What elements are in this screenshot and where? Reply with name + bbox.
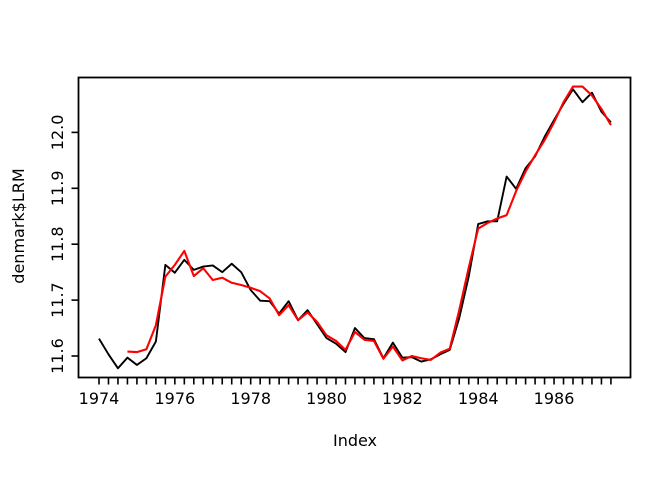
series-line-fitted-LRM xyxy=(127,85,612,362)
y-axis-ticks xyxy=(71,131,79,357)
y-axis-title: denmark$LRM xyxy=(9,168,28,283)
y-tick-label: 11.9 xyxy=(48,170,67,206)
y-tick-label: 11.8 xyxy=(48,226,67,262)
x-tick-label: 1974 xyxy=(79,389,120,408)
x-axis-ticks xyxy=(98,377,612,385)
x-axis-tick-labels: 1974 1976 1978 1980 1982 1984 1986 xyxy=(79,389,575,408)
x-tick-label: 1982 xyxy=(382,389,423,408)
y-tick-label: 11.6 xyxy=(48,338,67,374)
y-tick-label: 11.7 xyxy=(48,282,67,318)
x-tick-label: 1984 xyxy=(458,389,499,408)
series-line-observed-LRM xyxy=(98,88,612,370)
series-lines xyxy=(98,85,612,370)
y-axis-tick-labels: 11.6 11.7 11.8 11.9 12.0 xyxy=(48,115,67,374)
x-tick-label: 1978 xyxy=(230,389,271,408)
x-tick-label: 1986 xyxy=(534,389,575,408)
x-tick-label: 1980 xyxy=(306,389,347,408)
x-axis-title: Index xyxy=(333,431,377,450)
x-tick-label: 1976 xyxy=(154,389,195,408)
y-tick-label: 12.0 xyxy=(48,115,67,151)
